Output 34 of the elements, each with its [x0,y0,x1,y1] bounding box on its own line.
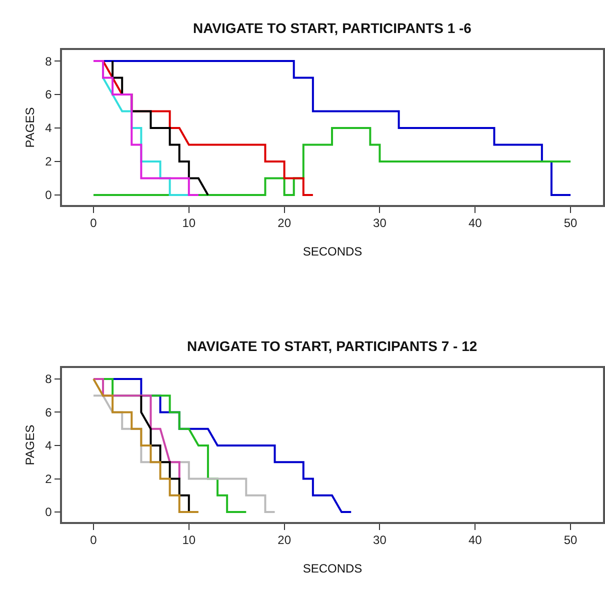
y-tick-label: 6 [45,88,52,102]
y-axis-title: PAGES [22,107,37,148]
x-tick-label: 40 [468,533,482,548]
x-tick-label: 0 [90,216,98,230]
line-series [92,127,572,196]
x-tick-label: 10 [182,533,196,548]
y-tick-label: 2 [45,154,52,169]
y-tick-label: 2 [45,472,52,486]
x-tick-label: 20 [278,216,292,230]
line-series [140,394,190,514]
x-tick-label: 30 [373,533,387,548]
x-tick-label: 30 [373,216,387,230]
x-tick-label: 10 [182,216,196,230]
x-tick-label: 20 [278,533,292,548]
y-tick-label: 0 [45,505,52,520]
y-tick-label: 8 [45,372,52,386]
y-tick-label: 4 [45,438,52,453]
y-axis-title: PAGES [22,424,37,466]
x-axis-title: SECONDS [302,244,362,259]
line-series [102,60,572,196]
x-tick-label: 50 [564,216,578,230]
line-series [92,378,180,480]
x-tick-label: 50 [564,533,578,548]
y-tick-label: 0 [45,188,52,202]
x-tick-label: 0 [90,533,98,548]
y-tick-label: 6 [45,405,52,420]
x-axis-title: SECONDS [302,562,362,576]
line-series [112,60,209,196]
y-tick-label: 4 [45,121,52,136]
y-tick-label: 8 [45,54,52,68]
line-series [92,378,200,514]
chart-title: NAVIGATE TO START, PARTICIPANTS 7 - 12 [187,338,478,354]
chart-title: NAVIGATE TO START, PARTICIPANTS 1 -6 [193,20,472,36]
x-tick-label: 40 [468,216,482,230]
